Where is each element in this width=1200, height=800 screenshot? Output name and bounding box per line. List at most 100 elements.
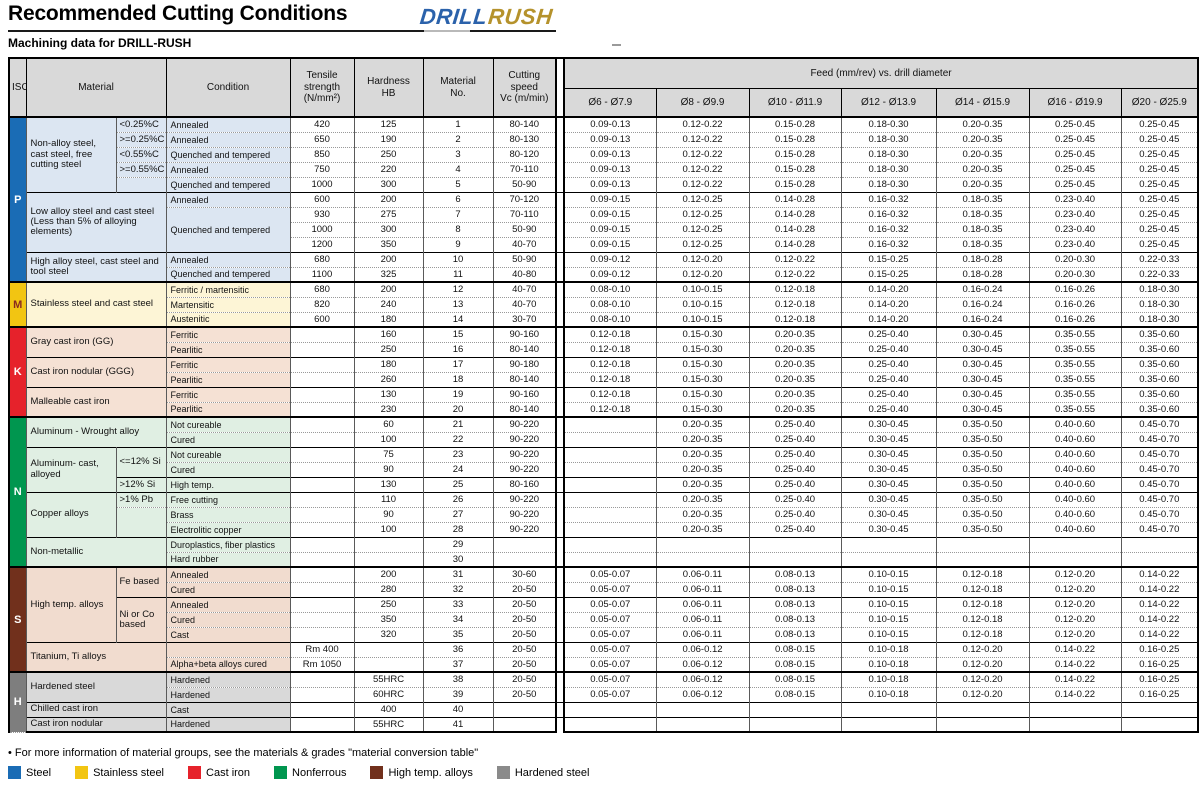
feed-diameter-header: Ø10 - Ø11.9 — [748, 87, 842, 118]
tensile-cell: Rm 1050 — [289, 656, 355, 673]
hardness-cell — [353, 641, 424, 658]
column-header-hardness: Hardness HB — [353, 57, 424, 118]
feed-cell: 0.18-0.35 — [935, 236, 1030, 253]
subtitle: Machining data for DRILL-RUSH — [8, 36, 192, 50]
hardness-cell — [353, 656, 424, 673]
logo-tagline-rule — [424, 30, 470, 32]
table-gap — [556, 267, 565, 282]
feed-cell: 0.20-0.35 — [655, 431, 750, 448]
feed-cell: 0.12-0.18 — [563, 371, 657, 388]
feed-cell: 0.18-0.35 — [935, 191, 1030, 208]
condition-cell: Free cutting — [165, 491, 291, 508]
feed-cell: 0.25-0.45 — [1120, 221, 1200, 238]
feed-cell: 0.05-0.07 — [563, 626, 657, 643]
feed-cell: 0.23-0.40 — [1028, 221, 1122, 238]
feed-cell — [1120, 716, 1200, 733]
feed-cell: 0.10-0.15 — [655, 281, 750, 298]
column-header-cutting-speed: Cutting speed Vc (m/min) — [492, 57, 558, 118]
feed-cell: 0.18-0.30 — [840, 176, 937, 193]
feed-cell: 0.09-0.13 — [563, 161, 657, 178]
cutting-speed-cell: 40-80 — [492, 266, 558, 283]
table-gap — [556, 132, 565, 147]
feed-cell: 0.14-0.22 — [1120, 611, 1200, 628]
feed-cell — [1120, 551, 1200, 568]
cutting-speed-cell: 50-90 — [492, 221, 558, 238]
material-no-cell: 14 — [422, 311, 494, 328]
feed-cell: 0.14-0.22 — [1120, 566, 1200, 583]
feed-cell: 0.10-0.15 — [840, 611, 937, 628]
material-sub-cell: Ni or Co based — [115, 596, 167, 643]
feed-cell: 0.09-0.15 — [563, 236, 657, 253]
feed-diameter-header: Ø16 - Ø19.9 — [1028, 87, 1122, 118]
cutting-speed-cell: 20-50 — [492, 671, 558, 688]
feed-cell: 0.06-0.11 — [655, 611, 750, 628]
material-cell: Gray cast iron (GG) — [25, 326, 167, 358]
condition-cell: Pearlitic — [165, 341, 291, 358]
feed-cell: 0.35-0.55 — [1028, 326, 1122, 343]
feed-cell: 0.25-0.40 — [748, 476, 842, 493]
feed-cell: 0.45-0.70 — [1120, 506, 1200, 523]
feed-cell: 0.25-0.40 — [840, 386, 937, 403]
cutting-speed-cell: 90-220 — [492, 431, 558, 448]
feed-cell: 0.25-0.40 — [840, 341, 937, 358]
feed-cell: 0.30-0.45 — [935, 326, 1030, 343]
feed-cell — [1120, 536, 1200, 553]
feed-cell: 0.10-0.18 — [840, 641, 937, 658]
logo-rush-text: RUSH — [487, 4, 554, 29]
feed-cell: 0.20-0.35 — [748, 371, 842, 388]
feed-cell: 0.09-0.12 — [563, 266, 657, 283]
material-no-cell: 31 — [422, 566, 494, 583]
feed-cell: 0.35-0.50 — [935, 491, 1030, 508]
feed-cell — [935, 551, 1030, 568]
table-gap — [556, 552, 565, 567]
hardness-cell: 190 — [353, 131, 424, 148]
feed-cell: 0.45-0.70 — [1120, 431, 1200, 448]
feed-cell: 0.16-0.32 — [840, 221, 937, 238]
feed-cell — [563, 491, 657, 508]
condition-cell: Hardened — [165, 716, 291, 733]
feed-cell: 0.15-0.30 — [655, 401, 750, 418]
feed-cell: 0.12-0.18 — [935, 596, 1030, 613]
feed-cell: 0.14-0.22 — [1120, 581, 1200, 598]
feed-cell: 0.16-0.25 — [1120, 686, 1200, 703]
feed-cell: 0.40-0.60 — [1028, 506, 1122, 523]
feed-diameter-header: Ø20 - Ø25.9 — [1120, 87, 1200, 118]
condition-cell: High temp. — [165, 476, 291, 493]
table-gap — [556, 207, 565, 222]
condition-cell — [165, 641, 291, 658]
condition-cell: Quenched and tempered — [165, 176, 291, 193]
feed-cell: 0.12-0.20 — [935, 656, 1030, 673]
feed-cell: 0.16-0.25 — [1120, 641, 1200, 658]
condition-cell: Annealed — [165, 131, 291, 148]
cutting-speed-cell: 80-140 — [492, 401, 558, 418]
feed-cell: 0.23-0.40 — [1028, 191, 1122, 208]
material-no-cell: 7 — [422, 206, 494, 223]
tensile-cell — [289, 521, 355, 538]
feed-cell: 0.25-0.45 — [1028, 161, 1122, 178]
feed-cell: 0.12-0.25 — [655, 221, 750, 238]
feed-cell: 0.06-0.11 — [655, 581, 750, 598]
feed-cell: 0.15-0.25 — [840, 251, 937, 268]
feed-cell: 0.12-0.25 — [655, 191, 750, 208]
feed-cell: 0.35-0.60 — [1120, 386, 1200, 403]
table-gap — [556, 416, 565, 432]
feed-cell: 0.18-0.35 — [935, 221, 1030, 238]
feed-cell: 0.25-0.45 — [1120, 116, 1200, 133]
tensile-cell — [289, 356, 355, 373]
hardness-cell: 100 — [353, 431, 424, 448]
feed-cell: 0.12-0.25 — [655, 206, 750, 223]
cutting-speed-cell: 40-70 — [492, 296, 558, 313]
feed-cell: 0.15-0.28 — [748, 176, 842, 193]
cutting-speed-cell: 70-110 — [492, 161, 558, 178]
condition-cell: Annealed — [165, 566, 291, 583]
material-no-cell: 20 — [422, 401, 494, 418]
hardness-cell: 325 — [353, 266, 424, 283]
hardness-cell: 300 — [353, 221, 424, 238]
condition-cell: Annealed — [165, 251, 291, 268]
feed-cell: 0.06-0.12 — [655, 656, 750, 673]
tensile-cell — [289, 476, 355, 493]
feed-cell: 0.12-0.22 — [655, 161, 750, 178]
feed-cell: 0.20-0.35 — [655, 506, 750, 523]
feed-cell: 0.14-0.22 — [1120, 626, 1200, 643]
feed-cell: 0.12-0.22 — [748, 251, 842, 268]
